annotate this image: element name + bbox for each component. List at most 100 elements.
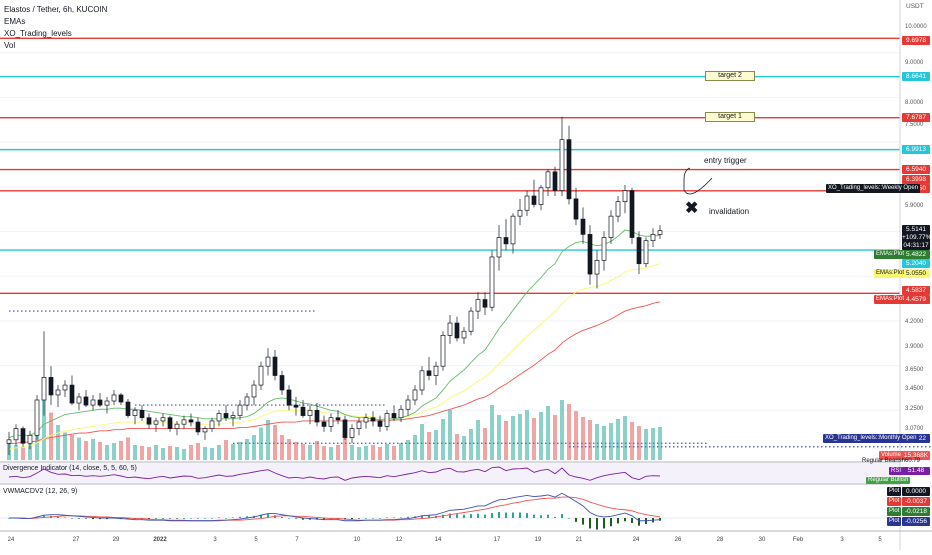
- symbol-label[interactable]: Elastos / Tether, 6h, KUCOIN: [4, 5, 108, 14]
- volume-bar-86: [609, 423, 613, 460]
- candle-18: [132, 407, 138, 425]
- candle-body-32: [230, 415, 236, 419]
- candle-body-28: [202, 428, 208, 433]
- macd-hist-65: [463, 514, 465, 518]
- candle-40: [286, 385, 292, 411]
- candle-9: [69, 375, 75, 406]
- price-axis-label: 3.4500: [905, 385, 924, 392]
- macd-hist-22: [162, 518, 164, 519]
- candle-body-34: [244, 396, 250, 406]
- divergence-title[interactable]: Divergence Indicator (14, close, 5, 5, 6…: [3, 465, 137, 472]
- candle-body-71: [503, 237, 509, 245]
- volume-bar-92: [651, 428, 655, 460]
- candle-26: [188, 413, 194, 427]
- macd-hist-62: [442, 514, 444, 518]
- weekly-open-tag: XO_Trading_levels::Weekly Open: [826, 184, 921, 193]
- volume-bar-63: [448, 410, 452, 460]
- candle-46: [328, 413, 334, 432]
- price-tag-8-6641: 8.6641: [902, 72, 930, 81]
- volume-bar-62: [441, 419, 445, 460]
- volume-bar-24: [175, 447, 179, 460]
- candle-78: [552, 166, 558, 197]
- volume-bar-73: [518, 414, 522, 460]
- candle-16: [118, 392, 124, 406]
- candle-91: [643, 237, 649, 268]
- macd-hist-4: [36, 516, 38, 518]
- macd-hist-39: [281, 516, 283, 518]
- ema-mid-line: [8, 263, 661, 450]
- candle-body-58: [412, 389, 418, 401]
- candle-83: [587, 225, 593, 285]
- volume-bar-87: [616, 419, 620, 460]
- price-axis-label: 7.5000: [905, 121, 924, 128]
- macd-hist-24: [176, 518, 178, 519]
- candle-66: [468, 307, 474, 336]
- last-price-change: +109.77%: [902, 233, 932, 242]
- volume-bar-6: [49, 412, 53, 460]
- entry-trigger-label[interactable]: entry trigger: [704, 156, 747, 165]
- candle-55: [391, 405, 397, 421]
- candle-27: [195, 417, 201, 436]
- volume-bar-1: [14, 445, 18, 460]
- candle-body-50: [356, 421, 362, 429]
- candle-body-24: [174, 423, 180, 429]
- candle-35: [251, 380, 257, 406]
- candle-body-49: [349, 428, 355, 438]
- candle-body-10: [76, 396, 82, 404]
- candle-41: [293, 396, 299, 416]
- macd-hist-7: [57, 516, 59, 518]
- candle-87: [615, 196, 621, 223]
- candle-body-26: [188, 419, 194, 423]
- candle-24: [174, 420, 180, 436]
- date-axis-label: 24: [7, 537, 15, 543]
- macd-hist-80: [568, 518, 570, 519]
- candle-body-6: [48, 377, 54, 396]
- invalidation-label[interactable]: invalidation: [709, 207, 750, 216]
- candle-body-9: [69, 384, 75, 404]
- study-volume[interactable]: Vol: [4, 41, 16, 50]
- candle-85: [601, 231, 607, 271]
- macd-plot-tag-4: Plot: [887, 517, 902, 526]
- invalidation-x-icon[interactable]: ✖: [685, 200, 699, 217]
- target-2-label[interactable]: target 2: [705, 71, 755, 81]
- candle-19: [139, 405, 145, 421]
- study-xo-levels[interactable]: XO_Trading_levels: [4, 29, 72, 38]
- macd-hist-79: [561, 514, 563, 518]
- volume-bar-9: [70, 435, 74, 460]
- volume-bar-2: [21, 447, 25, 460]
- candle-body-74: [524, 195, 530, 211]
- candle-body-1: [13, 428, 19, 441]
- macd-plot-tag-1: Plot: [887, 487, 902, 496]
- volume-bar-40: [287, 439, 291, 460]
- macd-title[interactable]: VWMACDV2 (12, 26, 9): [3, 488, 78, 495]
- volume-bar-27: [196, 443, 200, 460]
- macd-hist-85: [603, 518, 605, 529]
- macd-value-1: 0.0000: [902, 487, 930, 496]
- bar-countdown: 04:31:17: [902, 241, 930, 250]
- macd-hist-29: [211, 518, 213, 519]
- macd-hist-75: [533, 514, 535, 518]
- target-1-label[interactable]: target 1: [705, 112, 755, 122]
- candle-body-42: [300, 406, 306, 416]
- volume-bar-32: [231, 444, 235, 460]
- entry-trigger-arrow: [683, 167, 713, 195]
- candle-57: [405, 394, 411, 416]
- macd-hist-33: [239, 516, 241, 518]
- candle-43: [307, 405, 313, 425]
- candle-7: [55, 385, 61, 408]
- study-emas[interactable]: EMAs: [4, 17, 26, 26]
- candle-73: [517, 198, 523, 226]
- macd-hist-90: [638, 518, 640, 526]
- candle-body-11: [83, 396, 89, 406]
- volume-bar-89: [630, 422, 634, 460]
- macd-hist-31: [225, 518, 227, 519]
- candle-86: [608, 210, 614, 244]
- macd-hist-45: [323, 518, 325, 520]
- candle-81: [573, 187, 579, 226]
- volume-bar-88: [623, 416, 627, 460]
- candle-84: [594, 250, 600, 289]
- volume-bar-5: [42, 395, 46, 460]
- candle-20: [146, 413, 152, 429]
